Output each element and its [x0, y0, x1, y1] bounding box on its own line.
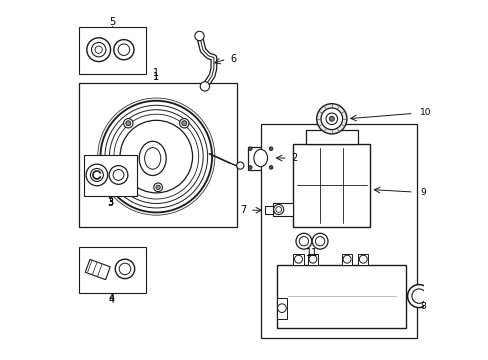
- Bar: [358, 254, 367, 265]
- Circle shape: [95, 46, 102, 53]
- Bar: [260, 124, 416, 338]
- Ellipse shape: [253, 149, 267, 167]
- Ellipse shape: [139, 141, 166, 176]
- Circle shape: [273, 204, 283, 215]
- Circle shape: [315, 237, 324, 246]
- Circle shape: [182, 121, 186, 126]
- Circle shape: [236, 162, 244, 169]
- Bar: [276, 298, 286, 319]
- Circle shape: [411, 289, 426, 303]
- Circle shape: [113, 170, 123, 180]
- Circle shape: [109, 166, 127, 184]
- Text: 6: 6: [229, 54, 236, 64]
- Circle shape: [316, 104, 346, 134]
- Circle shape: [269, 166, 272, 169]
- Text: 5: 5: [109, 17, 115, 27]
- Text: 3: 3: [107, 197, 113, 207]
- Circle shape: [275, 207, 281, 212]
- Circle shape: [295, 233, 311, 249]
- Circle shape: [277, 304, 285, 312]
- Circle shape: [308, 255, 316, 263]
- Circle shape: [153, 183, 162, 192]
- Bar: [85, 260, 110, 280]
- Circle shape: [294, 255, 302, 263]
- Bar: [79, 27, 145, 74]
- Circle shape: [299, 237, 308, 246]
- Circle shape: [407, 284, 430, 307]
- Circle shape: [123, 118, 133, 128]
- Circle shape: [343, 255, 350, 263]
- Text: 7: 7: [240, 205, 246, 215]
- Bar: [79, 247, 145, 293]
- Bar: [265, 206, 273, 214]
- Circle shape: [248, 166, 251, 169]
- Bar: [307, 254, 317, 265]
- Circle shape: [90, 168, 103, 181]
- Circle shape: [101, 101, 212, 212]
- Text: 3: 3: [107, 198, 113, 208]
- Text: 8: 8: [419, 302, 425, 311]
- Circle shape: [269, 147, 272, 150]
- Bar: [305, 130, 357, 144]
- Circle shape: [156, 185, 160, 189]
- Circle shape: [91, 42, 106, 57]
- Text: 4: 4: [109, 293, 115, 303]
- Bar: [247, 147, 273, 170]
- Circle shape: [194, 31, 204, 41]
- Circle shape: [98, 98, 214, 215]
- Circle shape: [87, 38, 110, 62]
- Circle shape: [125, 121, 131, 126]
- Circle shape: [328, 116, 334, 121]
- Circle shape: [325, 113, 337, 125]
- Text: 10: 10: [419, 108, 431, 117]
- Text: 4: 4: [109, 294, 115, 305]
- Text: 11: 11: [305, 248, 318, 258]
- Bar: [293, 254, 303, 265]
- Circle shape: [86, 164, 107, 186]
- Circle shape: [109, 110, 203, 203]
- Circle shape: [320, 108, 342, 130]
- Bar: [84, 155, 136, 196]
- Circle shape: [118, 44, 129, 55]
- Bar: [273, 203, 292, 216]
- Circle shape: [311, 233, 327, 249]
- Circle shape: [105, 105, 207, 208]
- Circle shape: [114, 114, 198, 199]
- Text: 1: 1: [153, 72, 159, 82]
- Bar: [292, 144, 370, 227]
- Circle shape: [120, 120, 192, 193]
- Text: 9: 9: [419, 188, 425, 197]
- Circle shape: [359, 255, 366, 263]
- Circle shape: [200, 82, 209, 91]
- Bar: [79, 83, 237, 227]
- Circle shape: [179, 118, 188, 128]
- Bar: [276, 265, 406, 328]
- Circle shape: [115, 259, 134, 279]
- Circle shape: [119, 263, 130, 275]
- Circle shape: [248, 147, 251, 150]
- Circle shape: [114, 40, 134, 60]
- Bar: [342, 254, 351, 265]
- Text: 2: 2: [290, 153, 297, 163]
- Ellipse shape: [144, 148, 161, 169]
- Text: 1: 1: [153, 68, 159, 78]
